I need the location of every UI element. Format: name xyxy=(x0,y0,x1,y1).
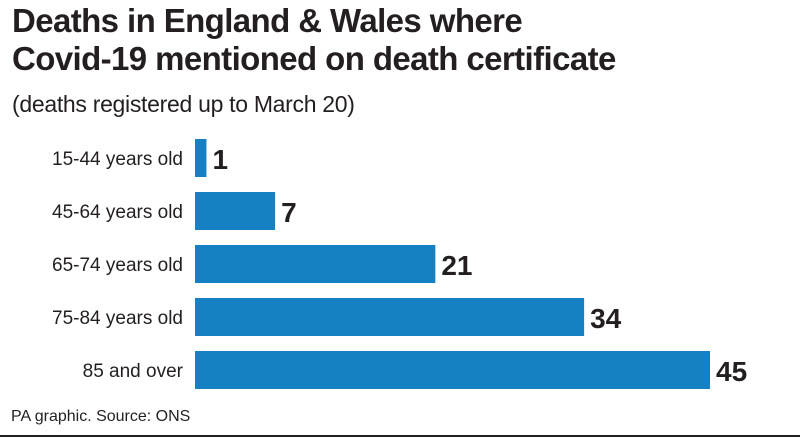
chart-title-line-1: Deaths in England & Wales where xyxy=(12,2,523,39)
source-credit: PA graphic. Source: ONS xyxy=(11,408,191,425)
value-label-85-and-over: 45 xyxy=(716,356,747,387)
bar-65-74-years-old xyxy=(195,245,436,283)
category-label-45-64-years-old: 45-64 years old xyxy=(52,202,183,223)
chart-title-line-2: Covid-19 mentioned on death certificate xyxy=(12,40,616,77)
bottom-rule xyxy=(0,435,800,437)
bar-75-84-years-old xyxy=(195,298,585,336)
value-label-45-64-years-old: 7 xyxy=(281,197,297,228)
value-label-65-74-years-old: 21 xyxy=(441,250,472,281)
category-label-75-84-years-old: 75-84 years old xyxy=(52,308,183,329)
bar-45-64-years-old xyxy=(195,192,276,230)
value-label-15-44-years-old: 1 xyxy=(212,144,228,175)
bar-15-44-years-old xyxy=(195,139,207,177)
chart-title: Deaths in England & Wales where Covid-19… xyxy=(12,2,792,78)
value-label-75-84-years-old: 34 xyxy=(590,303,622,334)
chart-subtitle: (deaths registered up to March 20) xyxy=(12,91,355,117)
bar-85-and-over xyxy=(195,351,710,389)
category-label-15-44-years-old: 15-44 years old xyxy=(52,149,183,170)
category-label-65-74-years-old: 65-74 years old xyxy=(52,255,183,276)
category-label-85-and-over: 85 and over xyxy=(83,361,184,382)
